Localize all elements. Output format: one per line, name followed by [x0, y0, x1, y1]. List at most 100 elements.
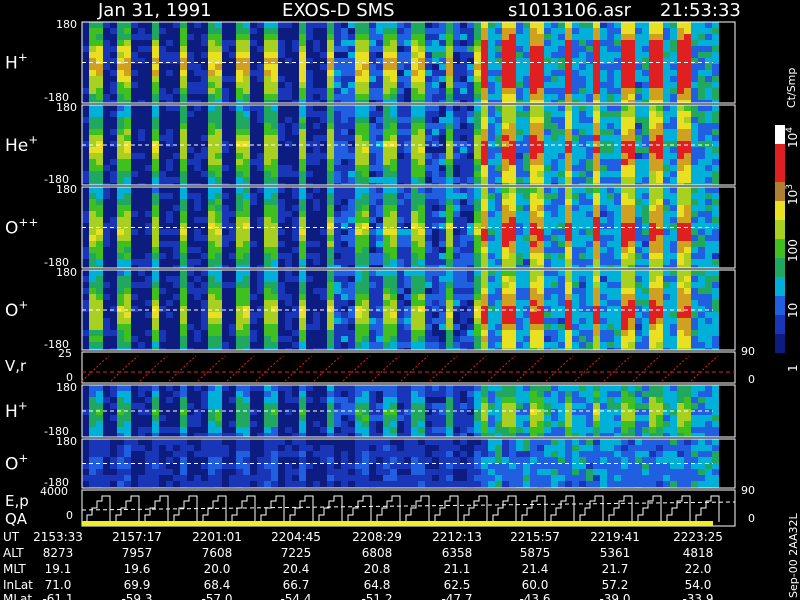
- spectro-cell: [362, 211, 369, 217]
- spectro-cell: [663, 147, 670, 153]
- spectro-cell: [96, 141, 103, 147]
- spectro-cell: [376, 94, 383, 100]
- spectro-cell: [243, 253, 250, 259]
- spectro-cell: [152, 421, 159, 427]
- spectro-cell: [96, 247, 103, 253]
- spectro-cell: [453, 270, 460, 276]
- spectro-cell: [194, 276, 201, 282]
- spectro-cell: [299, 100, 306, 103]
- spectro-cell: [593, 64, 600, 70]
- spectro-cell: [642, 241, 649, 247]
- spectro-cell: [110, 475, 117, 481]
- spectro-cell: [502, 205, 509, 211]
- spectro-cell: [460, 421, 467, 427]
- spectro-cell: [264, 247, 271, 253]
- spectro-cell: [635, 105, 642, 111]
- spectro-cell: [236, 223, 243, 229]
- spectro-cell: [544, 217, 551, 223]
- spectro-cell: [355, 159, 362, 165]
- spectro-cell: [649, 433, 656, 437]
- spectro-cell: [124, 76, 131, 82]
- spectro-cell: [383, 94, 390, 100]
- spectro-cell: [411, 153, 418, 159]
- spectro-cell: [565, 153, 572, 159]
- spectro-cell: [628, 391, 635, 397]
- spectro-cell: [369, 427, 376, 433]
- spectro-cell: [369, 82, 376, 88]
- spectro-cell: [551, 70, 558, 76]
- panel-frame: [81, 384, 736, 438]
- spectro-cell: [642, 187, 649, 193]
- spectro-cell: [425, 211, 432, 217]
- spectro-cell: [712, 385, 719, 391]
- spectro-cell: [565, 28, 572, 34]
- vr-curve: [429, 355, 458, 382]
- spectro-cell: [390, 306, 397, 312]
- spectro-cell: [467, 46, 474, 52]
- spectro-cell: [285, 165, 292, 171]
- spectro-cell: [453, 265, 460, 268]
- spectro-cell: [600, 241, 607, 247]
- spectro-cell: [369, 88, 376, 94]
- spectro-cell: [502, 318, 509, 324]
- spectro-cell: [467, 403, 474, 409]
- spectro-cell: [271, 312, 278, 318]
- spectro-cell: [271, 52, 278, 58]
- spectro-cell: [677, 294, 684, 300]
- spectro-cell: [593, 270, 600, 276]
- spectro-cell: [397, 111, 404, 117]
- spectro-cell: [264, 409, 271, 415]
- spectro-cell: [635, 276, 642, 282]
- spectro-cell: [117, 187, 124, 193]
- spectro-cell: [712, 111, 719, 117]
- spectro-cell: [243, 199, 250, 205]
- spectro-cell: [397, 253, 404, 259]
- spectro-cell: [383, 391, 390, 397]
- spectro-cell: [376, 193, 383, 199]
- spectro-cell: [698, 324, 705, 330]
- spectro-cell: [607, 159, 614, 165]
- spectro-cell: [502, 94, 509, 100]
- spectro-cell: [320, 229, 327, 235]
- spectro-cell: [523, 187, 530, 193]
- spectro-cell: [523, 94, 530, 100]
- spectro-cell: [579, 229, 586, 235]
- spectro-cell: [558, 421, 565, 427]
- spectro-cell: [460, 34, 467, 40]
- spectro-cell: [656, 70, 663, 76]
- spectro-cell: [544, 193, 551, 199]
- spectro-cell: [208, 223, 215, 229]
- spectro-cell: [411, 129, 418, 135]
- spectro-cell: [516, 46, 523, 52]
- spectro-cell: [152, 52, 159, 58]
- spectro-cell: [117, 330, 124, 336]
- axis-bottom: -180: [44, 91, 69, 104]
- spectro-cell: [544, 403, 551, 409]
- spectro-cell: [103, 223, 110, 229]
- spectro-cell: [656, 415, 663, 421]
- spectro-cell: [544, 123, 551, 129]
- spectro-cell: [670, 28, 677, 34]
- spectro-cell: [635, 177, 642, 183]
- spectro-cell: [299, 159, 306, 165]
- spectro-cell: [614, 288, 621, 294]
- spectro-cell: [208, 330, 215, 336]
- spectro-cell: [292, 129, 299, 135]
- spectro-cell: [96, 129, 103, 135]
- spectro-cell: [572, 117, 579, 123]
- spectro-cell: [509, 300, 516, 306]
- spectro-cell: [215, 300, 222, 306]
- spectro-cell: [705, 403, 712, 409]
- spectro-cell: [180, 324, 187, 330]
- spectro-cell: [614, 282, 621, 288]
- spectro-cell: [369, 409, 376, 415]
- spectro-cell: [551, 52, 558, 58]
- spectro-cell: [649, 40, 656, 46]
- spectro-cell: [544, 199, 551, 205]
- spectro-cell: [453, 135, 460, 141]
- spectro-cell: [306, 94, 313, 100]
- spectro-cell: [530, 187, 537, 193]
- spectro-cell: [425, 100, 432, 103]
- spectro-cell: [390, 111, 397, 117]
- spectro-cell: [712, 46, 719, 52]
